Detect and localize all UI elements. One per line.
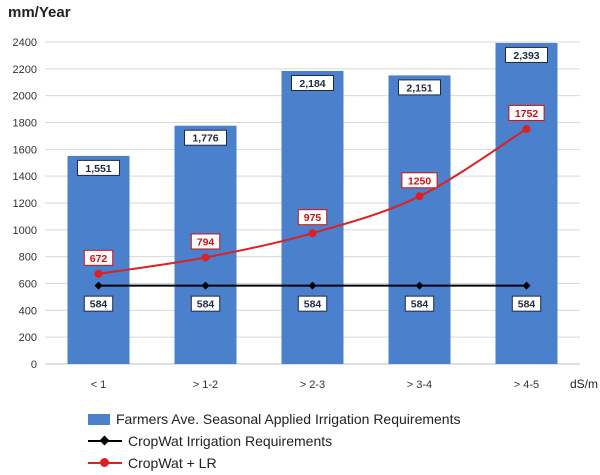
y-tick-label: 2200 <box>13 64 37 76</box>
y-tick-label: 2000 <box>13 91 37 103</box>
cropwat-lr-value-label-box <box>401 172 438 189</box>
cropwat-lr-value-label-box <box>190 233 221 250</box>
cropwat-value-label-box <box>190 295 221 312</box>
point-cropwat-lr <box>522 124 531 133</box>
cropwat-lr-value-label: 672 <box>90 253 108 265</box>
cropwat-lr-value-label-box <box>297 209 328 226</box>
point-cropwat <box>308 281 317 290</box>
legend-swatch-cropwat-lr <box>88 456 122 470</box>
bar-value-label-box <box>398 79 441 96</box>
bar-value-label-box <box>77 159 120 176</box>
point-cropwat <box>415 281 424 290</box>
y-tick-label: 800 <box>19 252 37 264</box>
y-tick-label: 1000 <box>13 225 37 237</box>
y-unit-label: mm/Year <box>8 4 71 21</box>
cropwat-lr-value-label: 794 <box>197 236 215 248</box>
y-tick-label: 400 <box>19 305 37 317</box>
legend-label-bars: Farmers Ave. Seasonal Applied Irrigation… <box>116 411 461 427</box>
bar-value-label: 1,776 <box>192 133 218 145</box>
point-cropwat-lr <box>94 269 103 278</box>
point-cropwat <box>94 281 103 290</box>
x-tick-label: > 4-5 <box>514 379 539 391</box>
bar <box>495 42 558 364</box>
bar-value-label: 2,184 <box>299 78 325 90</box>
bar-value-label: 2,393 <box>513 50 539 62</box>
legend-label-cropwat-lr: CropWat + LR <box>128 455 217 471</box>
cropwat-lr-value-label: 1250 <box>408 175 432 187</box>
point-cropwat <box>522 281 531 290</box>
legend-swatch-cropwat <box>88 434 122 448</box>
bar-value-label-box <box>184 129 227 146</box>
cropwat-value-label-box <box>297 295 328 312</box>
point-cropwat <box>201 281 210 290</box>
cropwat-value-label: 584 <box>90 299 108 311</box>
cropwat-value-label: 584 <box>197 299 215 311</box>
x-tick-label: > 2-3 <box>300 379 325 391</box>
legend-label-cropwat: CropWat Irrigation Requirements <box>128 433 333 449</box>
bar-value-label: 2,151 <box>406 82 432 94</box>
y-tick-label: 200 <box>19 332 37 344</box>
cropwat-lr-value-label: 975 <box>304 212 322 224</box>
cropwat-lr-value-label-box <box>83 249 114 266</box>
y-tick-label: 0 <box>31 359 37 371</box>
cropwat-lr-value-label: 1752 <box>515 108 539 120</box>
legend-item-bars[interactable]: Farmers Ave. Seasonal Applied Irrigation… <box>88 408 460 430</box>
cropwat-lr-value-label-box <box>508 104 545 121</box>
y-tick-label: 1800 <box>13 118 37 130</box>
y-tick-label: 1600 <box>13 144 37 156</box>
cropwat-value-label: 584 <box>411 299 429 311</box>
bar-value-label: 1,551 <box>85 163 111 175</box>
bar <box>388 75 451 364</box>
cropwat-value-label-box <box>404 295 435 312</box>
legend-swatch-bars <box>88 413 110 425</box>
y-tick-label: 1200 <box>13 198 37 210</box>
y-tick-label: 1400 <box>13 171 37 183</box>
x-unit-label: dS/m <box>570 377 598 391</box>
legend-item-cropwat[interactable]: CropWat Irrigation Requirements <box>88 430 460 452</box>
point-cropwat-lr <box>308 229 317 238</box>
bar-value-label-box <box>291 74 334 91</box>
cropwat-value-label: 584 <box>304 299 322 311</box>
cropwat-value-label-box <box>511 295 542 312</box>
cropwat-value-label-box <box>83 295 114 312</box>
legend: Farmers Ave. Seasonal Applied Irrigation… <box>88 408 460 474</box>
point-cropwat-lr <box>415 192 424 201</box>
y-tick-label: 600 <box>19 279 37 291</box>
x-tick-label: > 3-4 <box>407 379 432 391</box>
point-cropwat-lr <box>201 253 210 262</box>
cropwat-value-label: 584 <box>518 299 536 311</box>
x-tick-label: > 1-2 <box>193 379 218 391</box>
x-tick-label: < 1 <box>91 379 107 391</box>
legend-item-cropwat-lr[interactable]: CropWat + LR <box>88 452 460 474</box>
y-tick-label: 2400 <box>13 37 37 49</box>
bar-value-label-box <box>505 46 548 63</box>
